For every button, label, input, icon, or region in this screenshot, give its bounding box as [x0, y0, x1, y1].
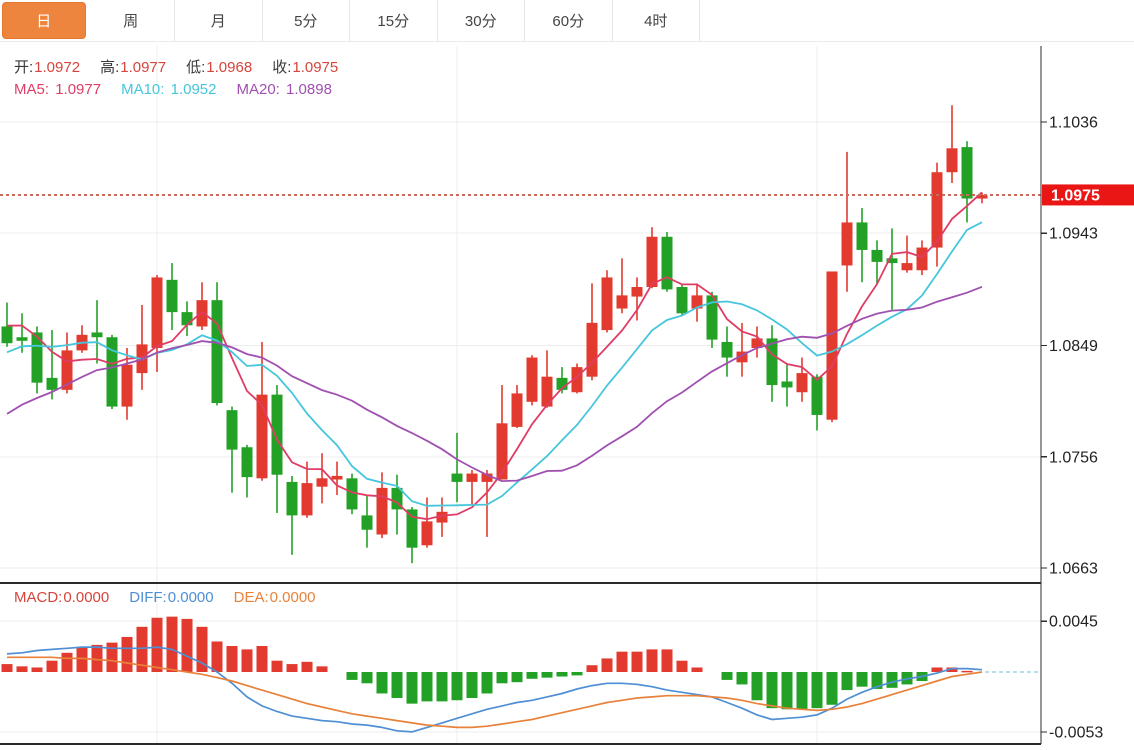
high-value: 1.0977: [120, 59, 167, 76]
svg-text:1.0943: 1.0943: [1049, 226, 1098, 243]
tab-day[interactable]: 日: [2, 2, 86, 39]
close-label: 收:: [272, 59, 292, 76]
macd-histogram: [1, 616, 973, 710]
svg-text:0.0045: 0.0045: [1049, 614, 1098, 631]
dea-label: DEA:: [233, 589, 269, 606]
ma10-value: 1.0952: [170, 81, 217, 98]
tab-month[interactable]: 月: [175, 0, 263, 41]
candles-layer: [1, 105, 988, 564]
tab-5min[interactable]: 5分: [262, 0, 350, 41]
chart-canvas[interactable]: 1.1036 1.0943 1.0849 1.0756 1.0663 0.0045 -0.0…: [0, 41, 1134, 750]
timeframe-tabbar: 日周月 5分 15分 30分 60分 4时: [0, 0, 1134, 42]
dea-value: 0.0000: [269, 589, 316, 606]
svg-text:1.1036: 1.1036: [1049, 115, 1098, 132]
macd-legend: MACD: 0.0000 DIFF: 0.0000 DEA: 0.0000: [14, 589, 316, 607]
last-price-badge: [1042, 184, 1134, 206]
close-value: 1.0975: [292, 59, 339, 76]
high-label: 高:: [100, 59, 120, 76]
ma5-label: MA5:: [14, 81, 50, 98]
macd-lines: [6, 646, 983, 733]
ma-lines: [6, 191, 983, 521]
low-label: 低:: [186, 59, 206, 76]
ma20-value: 1.0898: [286, 81, 332, 98]
ohlc-legend: 开: 1.0972 高: 1.0977 低: 1.0968 收: 1.0975: [14, 59, 338, 77]
last-price-badge-text: 1.0975: [1051, 187, 1100, 204]
low-value: 1.0968: [206, 59, 253, 76]
svg-text:-0.0053: -0.0053: [1049, 724, 1103, 741]
dea-line: [7, 656, 983, 729]
ma5-line: [6, 191, 983, 521]
ma20-label: MA20:: [236, 81, 280, 98]
ma10-label: MA10:: [121, 81, 165, 98]
diff-line: [6, 646, 983, 733]
svg-text:1.0663: 1.0663: [1049, 561, 1098, 578]
ma20-line: [6, 285, 983, 483]
svg-text:1.0756: 1.0756: [1049, 449, 1098, 466]
tab-15min[interactable]: 15分: [350, 0, 438, 41]
ma5-value: 1.0977: [55, 81, 102, 98]
macd-label: MACD:: [14, 589, 63, 606]
tab-week[interactable]: 周: [87, 0, 175, 41]
tab-60min[interactable]: 60分: [525, 0, 613, 41]
open-label: 开:: [14, 59, 34, 76]
macd-value: 0.0000: [63, 589, 110, 606]
open-value: 1.0972: [34, 59, 81, 76]
diff-value: 0.0000: [167, 589, 214, 606]
tab-30min[interactable]: 30分: [437, 0, 525, 41]
diff-label: DIFF:: [129, 589, 167, 606]
svg-text:1.0849: 1.0849: [1049, 338, 1098, 355]
price-axis: 1.1036 1.0943 1.0849 1.0756 1.0663 0.0045 -0.0…: [0, 46, 1134, 745]
tab-4hour[interactable]: 4时: [612, 0, 700, 41]
ma-legend: MA5: 1.0977 MA10: 1.0952 MA20: 1.0898: [14, 81, 332, 99]
ma10-line: [6, 221, 983, 507]
